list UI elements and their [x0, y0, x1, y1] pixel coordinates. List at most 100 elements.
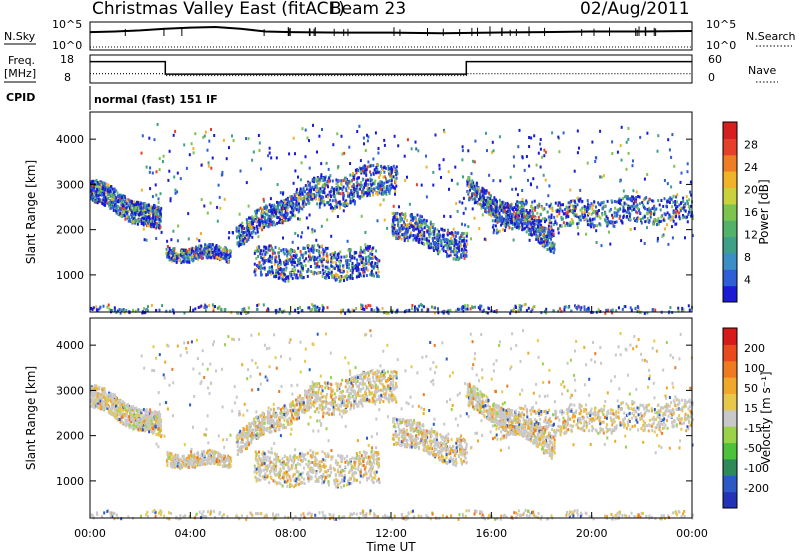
power-mark: [317, 249, 319, 252]
power-mark: [349, 277, 351, 280]
power-mark: [97, 201, 99, 204]
power-mark: [355, 169, 357, 172]
power-mark: [131, 220, 133, 223]
power-mark: [152, 172, 154, 175]
power-mark: [119, 212, 121, 215]
power-mark: [330, 207, 332, 210]
power-mark: [430, 223, 432, 226]
power-mark: [410, 214, 412, 217]
power-mark: [270, 197, 272, 200]
power-mark: [383, 198, 385, 201]
power-mark: [319, 178, 321, 181]
power-mark: [528, 229, 530, 232]
power-mark: [443, 246, 445, 249]
power-mark: [177, 239, 179, 242]
power-mark: [105, 196, 107, 199]
power-mark: [286, 209, 288, 212]
power-mark: [569, 189, 571, 192]
power-mark: [277, 207, 279, 210]
power-mark: [251, 236, 253, 239]
power-mark: [578, 200, 580, 203]
power-mark: [495, 211, 497, 214]
power-mark: [467, 304, 469, 307]
power-mark: [659, 220, 661, 223]
power-mark: [373, 172, 375, 175]
power-mark: [568, 201, 570, 204]
power-mark: [540, 148, 542, 151]
power-mark: [173, 176, 175, 179]
power-mark: [435, 134, 437, 137]
power-mark: [258, 219, 260, 222]
power-mark: [632, 164, 634, 167]
power-mark: [626, 215, 628, 218]
power-mark: [395, 185, 397, 188]
power-mark: [412, 217, 414, 220]
power-mark: [687, 162, 689, 165]
power-mark: [411, 304, 413, 307]
power-mark: [204, 250, 206, 253]
power-mark: [650, 216, 652, 219]
power-mark: [618, 208, 620, 211]
power-mark: [457, 232, 459, 235]
power-mark: [310, 189, 312, 192]
power-mark: [218, 257, 220, 260]
power-mark: [290, 256, 292, 259]
power-mark: [365, 192, 367, 195]
power-mark: [150, 220, 152, 223]
power-mark: [188, 237, 190, 240]
power-mark: [544, 220, 546, 223]
power-mark: [213, 250, 215, 253]
power-mark: [329, 268, 331, 271]
power-mark: [260, 249, 262, 252]
power-mark: [168, 256, 170, 259]
power-mark: [358, 268, 360, 271]
power-mark: [403, 227, 405, 230]
power-mark: [430, 244, 432, 247]
power-mark: [362, 257, 364, 260]
power-mark: [262, 210, 264, 213]
power-mark: [439, 234, 441, 237]
power-mark: [631, 205, 633, 208]
power-mark: [518, 223, 520, 226]
power-mark: [539, 232, 541, 235]
power-mark: [527, 216, 529, 219]
power-mark: [294, 309, 296, 312]
power-mark: [457, 244, 459, 247]
power-mark: [448, 170, 450, 173]
power-mark: [485, 211, 487, 214]
power-mark: [282, 193, 284, 196]
power-mark: [316, 178, 318, 181]
power-mark: [292, 210, 294, 213]
power-mark: [360, 181, 362, 184]
power-mark: [275, 256, 277, 259]
power-mark: [319, 195, 321, 198]
power-mark: [488, 307, 490, 310]
power-mark: [275, 246, 277, 249]
power-mark: [227, 256, 229, 259]
power-mark: [152, 216, 154, 219]
power-mark: [417, 214, 419, 217]
power-mark: [467, 149, 469, 152]
power-mark: [593, 204, 595, 207]
power-mark: [319, 187, 321, 190]
power-mark: [376, 275, 378, 278]
power-mark: [201, 257, 203, 260]
power-mark: [341, 135, 343, 138]
power-mark: [474, 306, 476, 309]
power-mark: [276, 156, 278, 159]
power-mark: [339, 251, 341, 254]
power-mark: [397, 144, 399, 147]
power-mark: [479, 197, 481, 200]
power-mark: [557, 228, 559, 231]
power-mark: [663, 219, 665, 222]
power-mark: [180, 177, 182, 180]
power-mark: [194, 253, 196, 256]
power-mark: [492, 179, 494, 182]
power-mark: [627, 127, 629, 130]
power-mark: [621, 221, 623, 224]
power-mark: [144, 238, 146, 241]
power-mark: [300, 187, 302, 190]
power-mark: [612, 216, 614, 219]
power-mark: [123, 308, 125, 311]
power-mark: [248, 307, 250, 310]
